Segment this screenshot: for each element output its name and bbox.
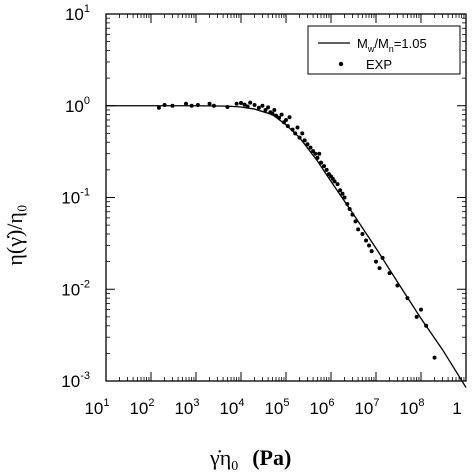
exp-data-point (184, 101, 189, 106)
exp-data-point (293, 131, 298, 136)
exp-data-point (432, 355, 437, 360)
exp-data-point (290, 127, 295, 132)
exp-data-point (424, 323, 429, 328)
exp-data-point (342, 195, 347, 200)
exp-data-point (162, 102, 167, 107)
exp-data-point (295, 125, 300, 130)
exp-data-point (225, 104, 230, 109)
exp-data-point (248, 100, 253, 105)
x-tick-label: 1 (452, 399, 461, 418)
exp-data-point (345, 201, 350, 206)
exp-data-point (414, 314, 419, 319)
exp-data-point (360, 232, 365, 237)
x-axis-label: γ̇η0 (Pa) (209, 445, 291, 474)
exp-data-point (356, 227, 361, 232)
x-tick-label: 106 (309, 397, 334, 418)
exp-data-point (260, 103, 265, 108)
exp-data-point (297, 135, 302, 140)
exp-data-point (387, 271, 392, 276)
x-tick-label: 105 (264, 397, 289, 418)
legend: Mw/Mn=1.05 EXP (307, 25, 461, 75)
y-tick-label: 101 (65, 3, 90, 24)
y-tick-label: 10-1 (61, 187, 90, 208)
exp-data-point (270, 111, 275, 116)
exp-data-point (319, 160, 324, 165)
exp-data-point (353, 219, 358, 224)
legend-dot-swatch (338, 61, 344, 67)
y-tick-label: 10-2 (61, 278, 90, 299)
x-axis-ticks: 101 102 103 104 105 106 107 108 1 (84, 14, 467, 418)
x-tick-label: 104 (219, 397, 244, 418)
y-axis-ticks: 101 100 10-1 10-2 10-3 (61, 3, 466, 391)
exp-data-point (377, 266, 382, 271)
exp-data-point (369, 249, 374, 254)
exp-data-point (287, 115, 292, 120)
y-tick-label: 10-3 (61, 370, 90, 391)
exp-data-point (317, 151, 322, 156)
exp-data-point (239, 101, 243, 106)
exp-data-point (380, 255, 385, 260)
exp-data-point (245, 104, 250, 109)
legend-box (307, 25, 461, 75)
exp-data-point (347, 206, 352, 211)
y-axis-label: η(γ̇)/η₀ (2, 204, 27, 265)
exp-data-point (263, 107, 268, 112)
exp-data-point (313, 151, 318, 156)
exp-data-point (308, 145, 313, 150)
exp-data-point (285, 124, 290, 129)
exp-data-point (300, 131, 305, 136)
exp-data-point (234, 101, 239, 106)
exp-data-point (279, 112, 284, 117)
exp-data-point (405, 296, 410, 301)
exp-data-point (274, 113, 279, 118)
exp-data-point (340, 191, 345, 196)
exp-data-point (156, 105, 161, 110)
exp-data-point (189, 103, 194, 108)
exp-data-point (170, 103, 175, 108)
series-line-model (106, 105, 467, 388)
exp-data-point (419, 307, 423, 312)
legend-label-model: Mw/Mn=1.05 (357, 36, 427, 54)
series-layer (106, 100, 467, 388)
legend-label-exp: EXP (366, 57, 392, 72)
exp-data-point (195, 102, 200, 107)
exp-data-point (252, 102, 257, 107)
exp-data-point (277, 115, 282, 120)
exp-data-point (302, 138, 307, 143)
exp-data-point (284, 117, 288, 122)
exp-data-point (272, 107, 277, 112)
exp-data-point (332, 179, 337, 184)
exp-data-point (315, 155, 320, 160)
exp-data-point (322, 164, 327, 169)
exp-data-point (324, 167, 329, 172)
exp-data-point (367, 243, 372, 248)
exp-data-point (335, 182, 340, 187)
exp-data-point (305, 142, 310, 147)
exp-data-point (374, 259, 378, 264)
exp-data-point (256, 105, 261, 110)
exp-data-point (207, 101, 212, 106)
x-tick-label: 102 (129, 397, 154, 418)
exp-data-point (242, 102, 247, 107)
x-tick-label: 107 (354, 397, 379, 418)
exp-data-point (395, 283, 400, 288)
x-tick-label: 108 (399, 397, 424, 418)
exp-data-point (211, 103, 216, 108)
x-tick-label: 101 (84, 397, 109, 418)
y-tick-label: 100 (65, 95, 90, 116)
exp-data-point (350, 212, 355, 217)
x-tick-label: 103 (174, 397, 199, 418)
exp-data-point (311, 149, 316, 154)
exp-data-point (266, 105, 271, 110)
exp-data-point (364, 238, 369, 243)
exp-data-point (338, 188, 343, 193)
